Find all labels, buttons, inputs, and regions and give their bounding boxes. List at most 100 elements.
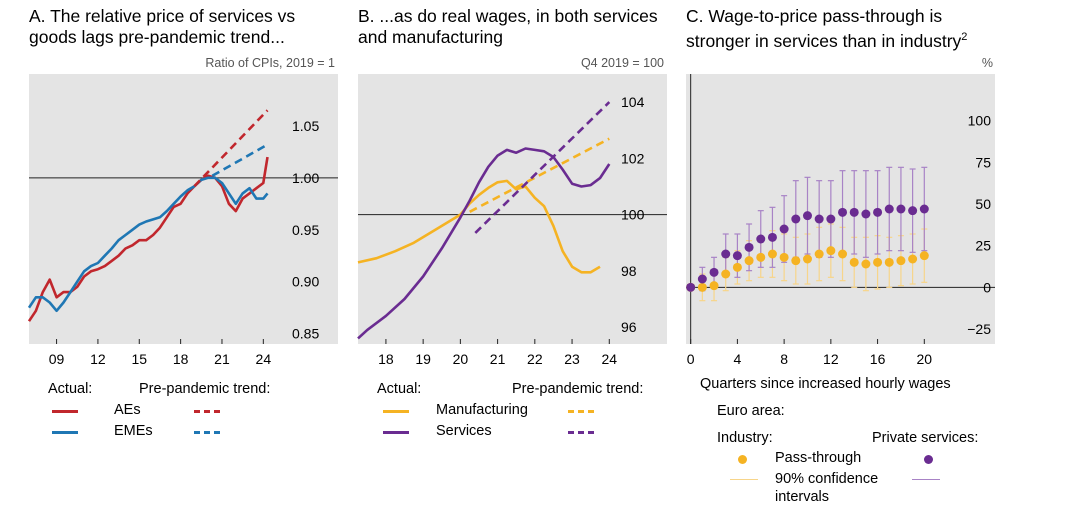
panel-c-svg: −25 0 25 50 75 100 0 4 8 12 16 20 (686, 74, 995, 367)
panel-a-xtick-label: 09 (49, 351, 65, 367)
panel-c-ytick-label: 75 (975, 154, 991, 170)
panel-a-ytick-label: 1.00 (292, 170, 319, 186)
industry-passthrough-point (791, 256, 801, 266)
industry-passthrough-point (709, 281, 719, 291)
legend-manufacturing-label: Manufacturing (436, 402, 528, 418)
services-passthrough-point (826, 214, 836, 224)
panel-a-legend-actual: Actual: (48, 381, 93, 397)
services-passthrough-point (744, 242, 754, 252)
panel-b-xtick-label: 21 (490, 351, 506, 367)
services-passthrough-point (756, 234, 766, 244)
services-passthrough-point (767, 232, 777, 242)
panel-c-xtick-label: 16 (870, 351, 886, 367)
industry-passthrough-point (732, 262, 742, 272)
panel-b-xtick-label: 20 (453, 351, 469, 367)
industry-passthrough-point (744, 256, 754, 266)
industry-passthrough-point (861, 259, 871, 269)
manufacturing-trend-swatch (568, 410, 594, 413)
panel-a-ytick-label: 0.90 (292, 274, 319, 290)
panel-b-series-services-pre-pandemic-trend (474, 101, 611, 234)
panel-a-units: Ratio of CPIs, 2019 = 1 (205, 56, 335, 70)
panel-c-ytick-label: 25 (975, 238, 991, 254)
industry-passthrough-point (779, 252, 789, 262)
panel-a-legend-trend: Pre-pandemic trend: (139, 381, 271, 397)
panel-b-legend-actual: Actual: (377, 381, 422, 397)
panel-a-svg: 0.85 0.90 0.95 1.00 1.05 09 12 15 18 21 24 (27, 109, 338, 367)
legend-region-label: Euro area: (717, 403, 785, 419)
services-passthrough-point (721, 249, 731, 259)
panel-a-xtick-label: 21 (214, 351, 230, 367)
industry-passthrough-point (756, 252, 766, 262)
panel-c-xtick-label: 20 (917, 351, 933, 367)
panel-c-units: % (981, 56, 993, 70)
industry-passthrough-point (767, 249, 777, 259)
services-ci-swatch (912, 479, 940, 480)
panel-b-ytick-label: 98 (621, 263, 637, 279)
panel-c-ytick-label: 50 (975, 196, 991, 212)
panel-b-chart: 96 98 100 102 104 18 19 20 21 22 23 24 (357, 74, 667, 367)
panel-b-xtick-label: 22 (527, 351, 543, 367)
services-passthrough-point (884, 204, 894, 214)
panel-a-xtick-label: 12 (90, 351, 106, 367)
panel-a-series-emes-pre-pandemic-trend (211, 143, 269, 177)
legend-services-label: Services (436, 423, 492, 439)
panel-b-xtick-label: 18 (378, 351, 394, 367)
industry-passthrough-point (849, 257, 859, 267)
panel-b-ytick-label: 100 (621, 207, 645, 223)
industry-passthrough-dot (738, 455, 747, 464)
panel-b-title: B. ...as do real wages, in both services… (358, 6, 658, 47)
panel-c-xtick-label: 8 (780, 351, 788, 367)
industry-passthrough-point (896, 256, 906, 266)
panel-a-ytick-label: 1.05 (292, 118, 319, 134)
emes-trend-swatch (194, 431, 220, 434)
manufacturing-actual-swatch (383, 410, 409, 413)
services-passthrough-dot (924, 455, 933, 464)
industry-passthrough-point (721, 269, 731, 279)
industry-passthrough-point (884, 257, 894, 267)
services-actual-swatch (383, 431, 409, 434)
services-passthrough-point (732, 251, 742, 261)
panel-c-ytick-label: −25 (967, 321, 991, 337)
services-passthrough-point (802, 211, 812, 221)
services-passthrough-point (873, 207, 883, 217)
panel-b-series-manufacturing (357, 179, 601, 274)
legend-emes-label: EMEs (114, 423, 153, 439)
services-passthrough-point (686, 282, 696, 292)
services-passthrough-point (861, 209, 871, 219)
industry-passthrough-point (873, 257, 883, 267)
services-passthrough-point (838, 207, 848, 217)
aes-actual-swatch (52, 410, 78, 413)
emes-actual-swatch (52, 431, 78, 434)
panel-b-xtick-label: 19 (415, 351, 431, 367)
panel-a-series-aes (27, 156, 269, 322)
industry-passthrough-point (919, 251, 929, 261)
industry-passthrough-point (908, 254, 918, 264)
panel-a-xtick-label: 18 (173, 351, 189, 367)
panel-b-xtick-label: 23 (564, 351, 580, 367)
panel-c-xtick-label: 4 (733, 351, 741, 367)
panel-a-ytick-label: 0.95 (292, 222, 319, 238)
panel-c-xtick-label: 0 (687, 351, 695, 367)
panel-a-chart: 0.85 0.90 0.95 1.00 1.05 09 12 15 18 21 24 (27, 74, 338, 367)
services-passthrough-point (779, 224, 789, 234)
panel-c-title: C. Wage-to-price pass-through is stronge… (686, 6, 967, 52)
panel-b-units: Q4 2019 = 100 (580, 56, 664, 70)
panel-a-xtick-label: 15 (131, 351, 147, 367)
panel-b-ytick-label: 102 (621, 150, 645, 166)
industry-passthrough-point (826, 246, 836, 256)
services-passthrough-point (709, 267, 719, 277)
industry-passthrough-point (697, 282, 707, 292)
aes-trend-swatch (194, 410, 220, 413)
panel-c-title-text: C. Wage-to-price pass-through is stronge… (686, 6, 962, 51)
services-passthrough-point (791, 214, 801, 224)
services-passthrough-point (697, 274, 707, 284)
industry-passthrough-point (838, 249, 848, 259)
industry-ci-swatch (730, 479, 758, 480)
legend-services-heading: Private services: (872, 430, 979, 446)
panel-b-series-services (357, 147, 611, 340)
panel-c-chart: −25 0 25 50 75 100 0 4 8 12 16 20 (686, 74, 995, 367)
panel-c-xlabel: Quarters since increased hourly wages (700, 376, 951, 392)
legend-ci-label-1: 90% confidence (775, 471, 879, 487)
panel-c-ytick-label: 0 (983, 279, 991, 295)
panel-b-xtick-label: 24 (601, 351, 617, 367)
